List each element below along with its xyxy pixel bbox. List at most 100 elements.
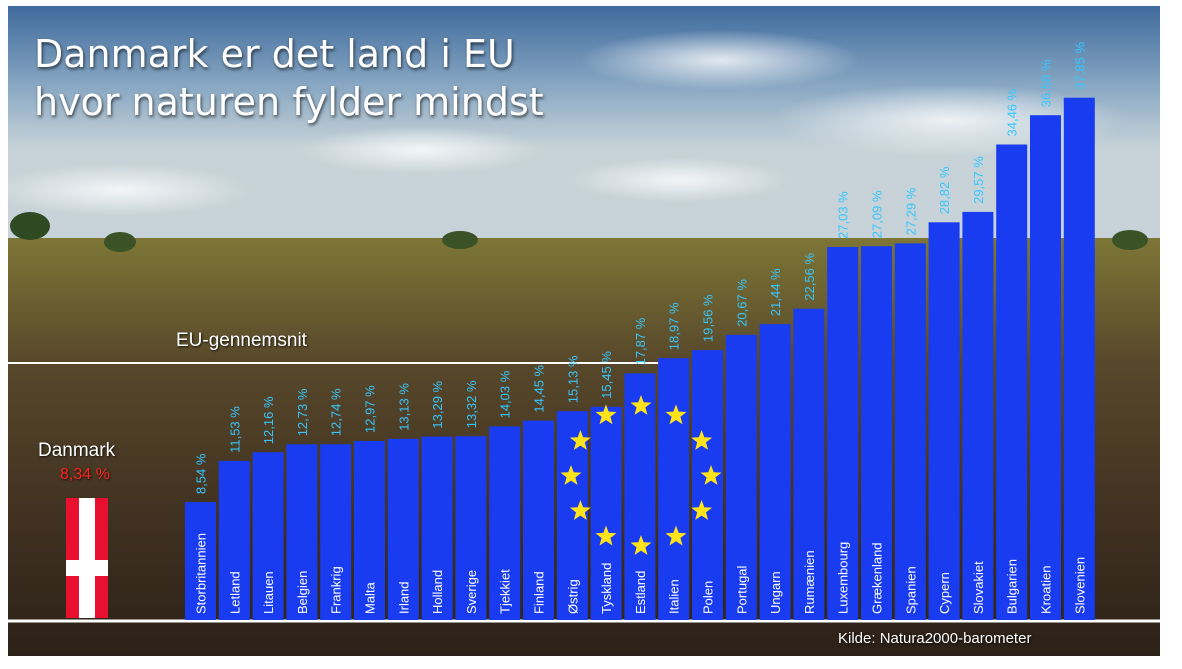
category-label: Kroatien — [1039, 566, 1054, 614]
value-label: 27,29 % — [903, 187, 918, 235]
eu-star-icon — [595, 525, 617, 546]
bar-finland — [523, 420, 554, 620]
value-label: 14,45 % — [532, 364, 547, 412]
category-label: Luxembourg — [836, 542, 851, 614]
value-label: 15,13 % — [565, 355, 580, 403]
bar-tyskland — [590, 406, 622, 620]
category-label: Slovenien — [1072, 557, 1087, 614]
value-label: 15,45 % — [599, 351, 614, 399]
bar-sverige — [455, 436, 487, 620]
category-label: Litauen — [261, 571, 276, 614]
category-label: Letland — [227, 571, 242, 614]
category-label: Cypern — [937, 572, 952, 614]
eu-star-icon — [665, 525, 687, 546]
bar-polen — [692, 350, 723, 620]
bar-italien — [658, 358, 690, 620]
category-label: Storbritannien — [194, 533, 209, 614]
category-label: Holland — [430, 570, 445, 614]
bar-bulgarien — [996, 144, 1028, 620]
value-label: 13,32 % — [464, 380, 479, 428]
category-label: Grækenland — [870, 542, 885, 614]
bar-luxembourg — [827, 247, 859, 620]
category-label: Rumænien — [802, 550, 817, 614]
value-label: 37,85 % — [1072, 42, 1087, 90]
bar-cypern — [928, 222, 960, 621]
value-label: 13,29 % — [430, 380, 445, 428]
value-label: 21,44 % — [768, 268, 783, 316]
source-note: Kilde: Natura2000-barometer — [838, 630, 1032, 647]
value-label: 11,53 % — [227, 406, 242, 453]
value-label: 20,67 % — [734, 279, 749, 327]
bar-malta — [354, 441, 385, 620]
eu-stars — [560, 395, 722, 555]
bar-storbritannien — [185, 502, 216, 620]
category-label: Tyskland — [599, 563, 614, 614]
bar-irland — [387, 438, 419, 620]
bar-rumænien — [793, 308, 825, 620]
bar-litauen — [252, 452, 284, 620]
bar-estland — [624, 373, 656, 620]
value-label: 19,56 % — [701, 294, 716, 342]
bar-kroatien — [1030, 115, 1061, 620]
eu-star-icon — [630, 395, 652, 415]
value-label: 28,82 % — [937, 166, 952, 214]
category-label: Malta — [363, 581, 378, 614]
eu-average-label: EU-gennemsnit — [176, 330, 307, 351]
value-label: 36,58 % — [1039, 59, 1054, 107]
bar-grækenland — [861, 246, 892, 620]
value-label: 12,73 % — [295, 388, 310, 436]
eu-star-icon — [560, 465, 582, 485]
value-label: 29,57 % — [971, 156, 986, 204]
category-label: Sverige — [464, 570, 479, 614]
category-label: Finland — [532, 571, 547, 614]
category-label: Spanien — [903, 566, 918, 614]
bar-tjekkiet — [489, 426, 521, 620]
denmark-label: Danmark — [38, 440, 116, 461]
bar-slovakiet — [962, 211, 994, 620]
danish-flag — [66, 498, 108, 618]
denmark-value: 8,34 % — [60, 466, 110, 483]
value-label: 8,54 % — [194, 453, 209, 494]
value-label: 12,97 % — [363, 385, 378, 433]
value-label: 27,03 % — [836, 191, 851, 239]
category-label: Belgien — [295, 571, 310, 614]
bar-spanien — [894, 243, 926, 620]
title-line-1: Danmark er det land i EU — [34, 32, 515, 76]
title-line-2: hvor naturen fylder mindst — [34, 80, 544, 124]
eu-star-icon — [665, 404, 687, 425]
value-label: 22,56 % — [802, 253, 817, 301]
value-label: 12,74 % — [329, 388, 344, 436]
category-label: Slovakiet — [971, 561, 986, 614]
chart-title: Danmark er det land i EU hvor naturen fy… — [34, 30, 544, 126]
category-label: Estland — [633, 571, 648, 614]
eu-star-icon — [595, 404, 617, 425]
value-label: 34,46 % — [1005, 88, 1020, 136]
bar-ungarn — [759, 324, 791, 620]
category-label: Frankrig — [329, 566, 344, 614]
bar-belgien — [286, 444, 318, 620]
value-label: 17,87 % — [633, 317, 648, 365]
category-label: Italien — [667, 579, 682, 614]
value-label: 18,97 % — [667, 302, 682, 350]
value-label: 27,09 % — [870, 190, 885, 238]
category-label: Bulgarien — [1005, 559, 1020, 614]
eu-star-icon — [691, 430, 713, 450]
value-label: 12,16 % — [261, 396, 276, 444]
category-label: Tjekkiet — [498, 569, 513, 614]
bar-letland — [218, 460, 250, 620]
bar-holland — [421, 436, 453, 620]
eu-star-icon — [569, 430, 591, 450]
eu-star-icon — [691, 500, 713, 520]
value-label: 14,03 % — [498, 370, 513, 418]
category-label: Østrig — [565, 579, 580, 614]
eu-star-icon — [700, 465, 722, 485]
category-label: Ungarn — [768, 571, 783, 614]
category-label: Portugal — [734, 565, 749, 614]
category-label: Polen — [701, 581, 716, 614]
eu-star-icon — [630, 535, 652, 555]
bar-slovenien — [1063, 97, 1095, 620]
category-label: Irland — [396, 581, 411, 614]
bar-frankrig — [320, 444, 352, 620]
